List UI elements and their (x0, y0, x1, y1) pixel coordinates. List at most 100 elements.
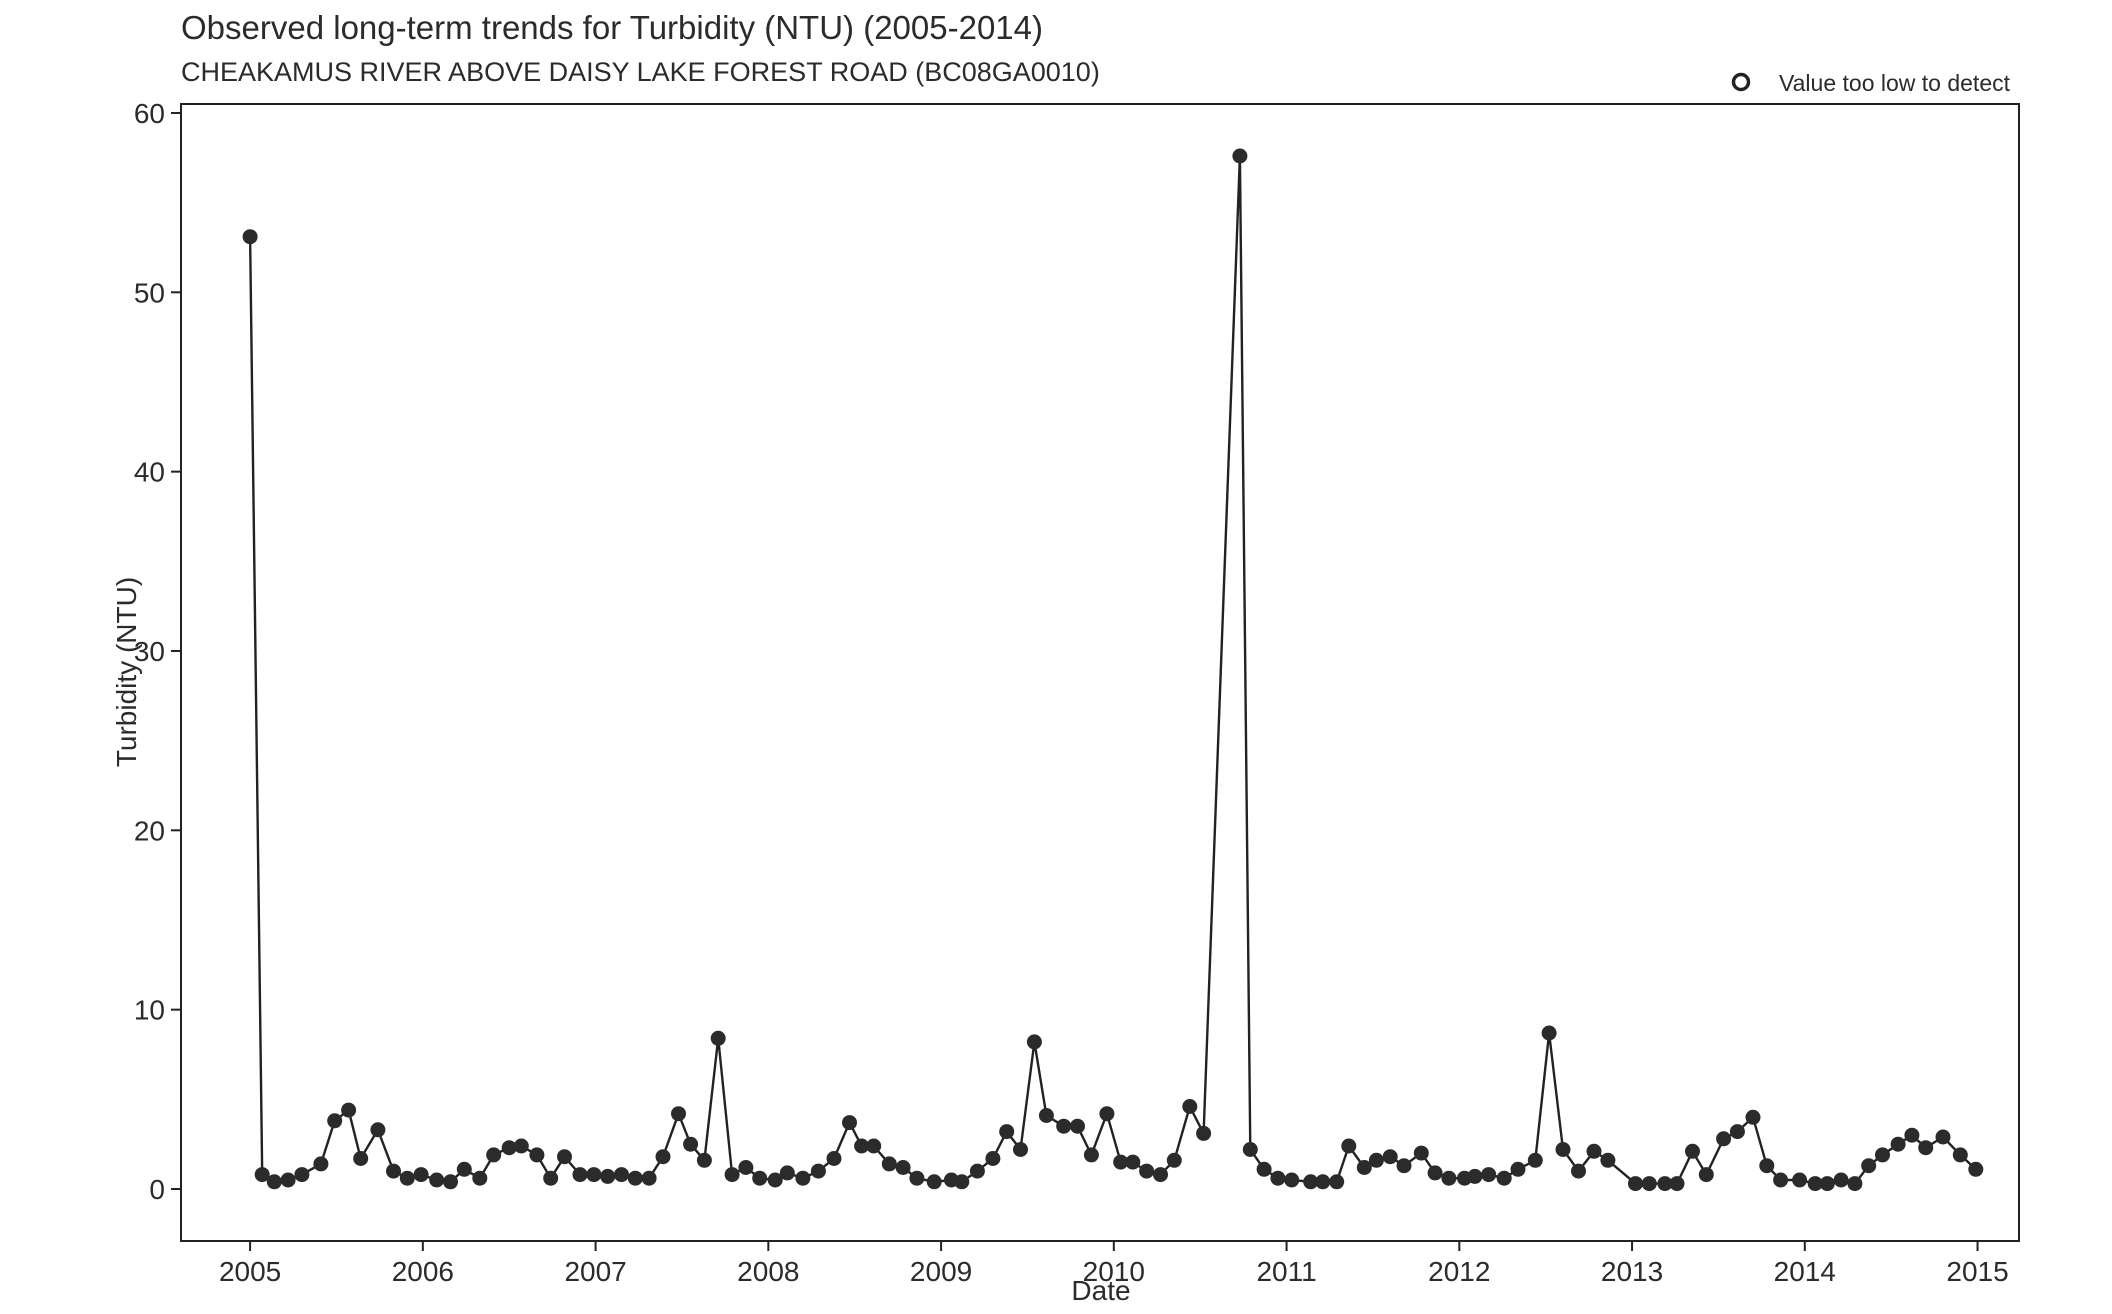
data-point (1952, 1147, 1968, 1163)
data-point (738, 1160, 754, 1175)
data-point (1904, 1127, 1920, 1143)
data-point (655, 1149, 671, 1165)
data-point (1918, 1140, 1934, 1156)
data-point (1070, 1118, 1085, 1134)
data-point (969, 1163, 985, 1179)
data-point (1861, 1158, 1877, 1174)
data-point (866, 1138, 882, 1154)
data-point (671, 1106, 686, 1122)
data-point (1685, 1143, 1700, 1159)
data-point (842, 1115, 857, 1131)
data-point (1013, 1142, 1028, 1157)
data-point (1139, 1163, 1155, 1179)
data-point (752, 1170, 768, 1186)
y-tick-label: 20 (134, 815, 165, 846)
data-point (1125, 1154, 1141, 1170)
data-point (280, 1172, 296, 1188)
data-point (1716, 1131, 1732, 1147)
data-point (1792, 1172, 1808, 1188)
data-point (586, 1167, 602, 1183)
data-point (543, 1170, 559, 1186)
y-tick-label: 30 (134, 636, 165, 667)
x-tick-label: 2006 (392, 1256, 454, 1287)
data-point (266, 1174, 282, 1190)
x-tick-label: 2013 (1601, 1256, 1663, 1287)
data-point (600, 1168, 616, 1184)
data-point (1315, 1174, 1331, 1190)
y-axis: 0 10 20 30 40 50 60 (134, 98, 181, 1205)
legend: Value too low to detect (1731, 70, 2011, 96)
data-point (1541, 1025, 1557, 1041)
data-point (1586, 1143, 1602, 1159)
x-tick-label: 2007 (564, 1256, 626, 1287)
x-tick-label: 2005 (219, 1256, 281, 1287)
data-point (614, 1167, 629, 1183)
data-point (386, 1163, 401, 1179)
data-point (413, 1167, 429, 1183)
data-point (1698, 1167, 1714, 1183)
data-point (696, 1152, 712, 1168)
data-point (1481, 1167, 1497, 1183)
data-point (926, 1174, 942, 1190)
legend-label-value-too-low: Value too low to detect (1779, 70, 2011, 96)
data-point (1038, 1108, 1054, 1123)
data-point (1396, 1158, 1412, 1174)
data-point (710, 1030, 726, 1046)
data-point (529, 1147, 545, 1163)
data-point (1341, 1138, 1357, 1154)
data-point (353, 1151, 369, 1166)
data-point (1026, 1034, 1042, 1050)
data-point (1099, 1106, 1115, 1122)
data-point (1935, 1129, 1951, 1145)
data-point (779, 1165, 795, 1181)
data-point (443, 1174, 458, 1190)
data-point (1833, 1172, 1849, 1188)
data-point (1729, 1124, 1745, 1140)
x-tick-label: 2014 (1774, 1256, 1836, 1287)
data-point (1196, 1125, 1212, 1141)
data-point (1890, 1136, 1906, 1152)
x-tick-label: 2012 (1428, 1256, 1490, 1287)
legend-open-circle-icon (1731, 72, 1751, 92)
data-point (1496, 1170, 1512, 1186)
data-point (341, 1102, 357, 1118)
data-point (1510, 1161, 1526, 1177)
data-point (242, 229, 258, 245)
data-point (1600, 1152, 1616, 1168)
data-point (1153, 1167, 1168, 1183)
data-point (254, 1167, 270, 1183)
data-point (999, 1124, 1015, 1140)
data-point (854, 1138, 870, 1154)
data-point (429, 1172, 445, 1188)
x-tick-label: 2015 (1946, 1256, 2008, 1287)
data-point (810, 1163, 826, 1179)
data-point (1628, 1176, 1643, 1192)
data-point (1427, 1165, 1443, 1181)
data-point (985, 1151, 1001, 1166)
data-point (1356, 1160, 1372, 1175)
data-point (1270, 1170, 1286, 1186)
y-tick-label: 60 (134, 98, 165, 129)
data-point (1056, 1118, 1072, 1134)
data-point (1166, 1152, 1182, 1168)
data-point (294, 1167, 310, 1183)
data-point (895, 1160, 911, 1175)
data-point (1527, 1152, 1543, 1168)
data-point (327, 1113, 343, 1129)
data-point (1819, 1176, 1835, 1192)
data-point (954, 1174, 970, 1190)
data-point (513, 1138, 529, 1154)
data-point (1745, 1109, 1761, 1125)
data-point (501, 1140, 517, 1156)
data-point (1368, 1152, 1384, 1168)
data-point (370, 1122, 386, 1138)
data-point (399, 1170, 415, 1186)
y-tick-label: 0 (149, 1174, 165, 1205)
data-point (881, 1156, 897, 1172)
chart-title: Observed long-term trends for Turbidity … (181, 9, 1043, 46)
data-point (557, 1149, 572, 1165)
data-point (795, 1170, 811, 1186)
data-point (572, 1167, 588, 1183)
